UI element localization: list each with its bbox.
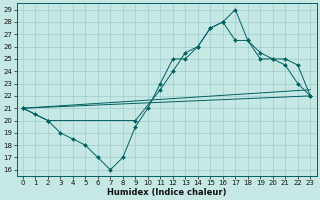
X-axis label: Humidex (Indice chaleur): Humidex (Indice chaleur): [107, 188, 226, 197]
